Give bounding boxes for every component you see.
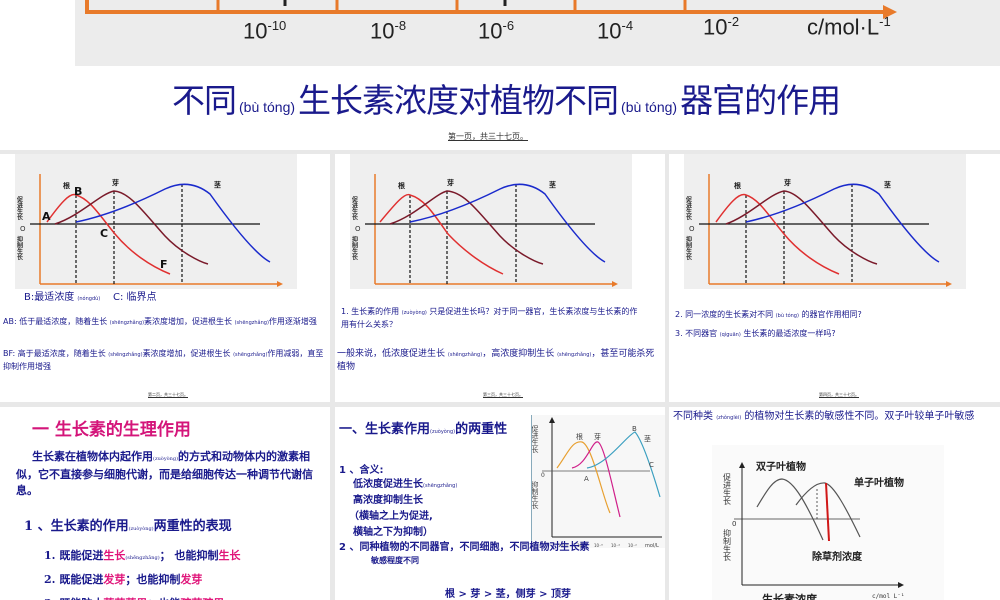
axis-unit: c/mol·L-1 bbox=[807, 14, 891, 40]
ab-description: AB: 低于最适浓度，随着生长 (shēngzhǎng)素浓度增加，促进根生长 … bbox=[3, 317, 317, 326]
auxin-chart: 促进生长 O 抑制生长 根 芽 茎 10⁻¹⁰ 10⁻⁸ 10⁻⁶ 10⁻⁴ 1… bbox=[350, 154, 632, 289]
note-above: （横轴之上为促进, bbox=[349, 511, 433, 522]
page-title: 不同 (bù tóng)生长素浓度对植物不同 (bù tóng)器官的作用 bbox=[172, 81, 841, 120]
svg-text:芽: 芽 bbox=[447, 178, 454, 187]
svg-text:促进生长: 促进生长 bbox=[685, 195, 693, 221]
point-b: B bbox=[74, 185, 82, 198]
y-label-promote: 促进生长 bbox=[16, 195, 24, 221]
page-footer: 第二页，共三十七页。 bbox=[148, 392, 188, 397]
page-footer: 第四页，共三十七页。 bbox=[819, 392, 859, 397]
svg-text:10⁻⁴: 10⁻⁴ bbox=[611, 543, 620, 548]
svg-text:10⁻²: 10⁻² bbox=[628, 543, 637, 548]
tick-1e-6: 10-6 bbox=[478, 18, 515, 44]
svg-text:茎: 茎 bbox=[549, 180, 556, 189]
list-item: 1. 既能促进生长(shēngzhǎng)； 也能抑制生长 bbox=[44, 549, 241, 562]
svg-text:10⁻¹⁰: 10⁻¹⁰ bbox=[558, 543, 569, 548]
svg-text:芽: 芽 bbox=[784, 178, 791, 187]
answer-text: 一般来说，低浓度促进生长 (shēngzhǎng)，高浓度抑制生长 (shēng… bbox=[337, 349, 655, 372]
point-f: F bbox=[160, 258, 168, 271]
auxin-curves: 促进生长 O 抑制生长 根 芽 茎 B A C F 10⁻¹⁰ 10⁻⁸ 10⁻… bbox=[16, 174, 283, 287]
subheading: 1 、生长素的作用(zuòyòng)两重性的表现 bbox=[24, 519, 232, 534]
intro-text: 不同种类 (zhǒnglèi) 的植物对生长素的敏感性不同。双子叶较单子叶敏感 bbox=[673, 411, 975, 422]
high-concentration: 高浓度抑制生长 bbox=[353, 495, 423, 506]
list-item: 2. 既能促进发芽；也能抑制发芽 bbox=[44, 573, 203, 586]
slide-1[interactable]: 10-10 10-8 10-6 10-4 10-2 c/mol·L-1 不同 (b… bbox=[0, 0, 1000, 150]
point-c: C bbox=[100, 227, 108, 240]
svg-text:除草剂浓度: 除草剂浓度 bbox=[812, 550, 863, 563]
svg-text:O: O bbox=[355, 225, 361, 233]
slide-6[interactable]: 一、生长素作用(zuòyòng)的两重性 1 、含义: 低浓度促进生长(shēn… bbox=[335, 407, 665, 600]
svg-text:10⁻⁶: 10⁻⁶ bbox=[594, 543, 603, 548]
tick-1e-4: 10-4 bbox=[597, 18, 634, 44]
question-1: 1. 生长素的作用 (zuòyòng) 只是促进生长吗？对于同一器官，生长素浓度… bbox=[341, 307, 638, 329]
svg-text:抑制生长: 抑制生长 bbox=[16, 235, 23, 261]
meaning-label: 1 、含义: bbox=[339, 465, 384, 476]
question-3: 3. 不同器官 (qìguān) 生长素的最适浓度一样吗? bbox=[675, 329, 836, 338]
note-below: 横轴之下为抑制） bbox=[353, 527, 433, 538]
svg-text:促进生长: 促进生长 bbox=[723, 472, 732, 506]
tick-1e-10: 10-10 bbox=[243, 18, 287, 44]
point-2-cont: 敏感程度不同 bbox=[371, 556, 419, 565]
svg-text:芽: 芽 bbox=[594, 432, 601, 441]
svg-text:抑制生长: 抑制生长 bbox=[685, 235, 692, 261]
svg-text:茎: 茎 bbox=[214, 180, 221, 189]
svg-text:抑制生长: 抑制生长 bbox=[351, 235, 358, 261]
svg-text:A: A bbox=[584, 475, 589, 483]
svg-text:促进生长: 促进生长 bbox=[351, 195, 359, 221]
slide-7[interactable]: 不同种类 (zhǒnglèi) 的植物对生长素的敏感性不同。双子叶较单子叶敏感 … bbox=[669, 407, 1000, 600]
svg-text:双子叶植物: 双子叶植物 bbox=[756, 460, 806, 473]
page-footer: 第一页，共三十七页。 bbox=[448, 132, 528, 141]
slide-2[interactable]: 促进生长 O 抑制生长 根 芽 茎 B A C F 10⁻¹⁰ 10⁻⁸ 10⁻… bbox=[0, 154, 330, 402]
tick-1e-2: 10-2 bbox=[703, 14, 740, 40]
tick-1e-8: 10-8 bbox=[370, 18, 407, 44]
point-2: 2 、同种植物的不同器官，不同细胞，不同植物对生长素 bbox=[339, 542, 590, 553]
caption-optimum: B:最适浓度 (nóngdù) C: 临界点 bbox=[24, 292, 157, 303]
svg-text:生长素浓度: 生长素浓度 bbox=[762, 592, 818, 600]
svg-text:0: 0 bbox=[541, 472, 545, 479]
slide-3[interactable]: 促进生长 O 抑制生长 根 芽 茎 10⁻¹⁰ 10⁻⁸ 10⁻⁶ 10⁻⁴ 1… bbox=[335, 154, 665, 402]
duality-chart: 促进生长 0 抑制生长 根 芽 茎 A B C 10⁻¹⁰ 10⁻⁸ 10⁻⁶ … bbox=[531, 415, 665, 549]
svg-text:O: O bbox=[689, 225, 695, 233]
svg-text:mol/L: mol/L bbox=[645, 543, 659, 548]
svg-text:单子叶植物: 单子叶植物 bbox=[854, 476, 904, 489]
list-item: 3. 既能防止落花落果；也能疏花疏果 bbox=[44, 595, 224, 600]
axis-banner: 10-10 10-8 10-6 10-4 10-2 c/mol·L-1 bbox=[75, 0, 1000, 66]
svg-text:B: B bbox=[632, 425, 637, 433]
slide-heading: 一 生长素的生理作用 bbox=[32, 420, 191, 440]
svg-text:0: 0 bbox=[732, 520, 736, 528]
svg-text:促进生长: 促进生长 bbox=[532, 424, 539, 454]
bf-description: BF: 高于最适浓度，随着生长 (shēngzhǎng)素浓度增加，促进根生长 … bbox=[3, 349, 324, 371]
auxin-chart: 促进生长 O 抑制生长 根 芽 茎 B A C F 10⁻¹⁰ 10⁻⁸ 10⁻… bbox=[15, 154, 297, 289]
svg-text:根: 根 bbox=[398, 181, 405, 190]
svg-text:抑制生长: 抑制生长 bbox=[723, 528, 732, 562]
auxin-chart: 促进生长 O 抑制生长 根 芽 茎 10⁻¹⁰ 10⁻⁸ 10⁻⁶ 10⁻⁴ 1… bbox=[684, 154, 966, 289]
herbicide-chart: 双子叶植物 单子叶植物 除草剂浓度 促进生长 0 抑制生长 生长素浓度 c/mo… bbox=[712, 445, 944, 600]
svg-text:茎: 茎 bbox=[884, 180, 891, 189]
slide-5[interactable]: 一 生长素的生理作用 生长素在植物体内起作用(zuòyòng)的方式和动物体内的… bbox=[0, 407, 330, 600]
concentration-axis bbox=[85, 0, 897, 19]
svg-text:C: C bbox=[649, 461, 654, 469]
svg-text:抑制生长: 抑制生长 bbox=[532, 480, 539, 510]
svg-text:根: 根 bbox=[63, 181, 70, 190]
question-2: 2. 同一浓度的生长素对不同 (bù tóng) 的器官作用相同? bbox=[675, 310, 862, 319]
intro-paragraph: 生长素在植物体内起作用(zuòyòng)的方式和动物体内的激素相似，它不直接参与… bbox=[16, 450, 313, 497]
svg-text:茎: 茎 bbox=[644, 434, 651, 443]
svg-text:根: 根 bbox=[734, 181, 741, 190]
svg-text:10⁻⁸: 10⁻⁸ bbox=[577, 543, 586, 548]
svg-text:根: 根 bbox=[576, 432, 583, 441]
svg-text:O: O bbox=[20, 225, 26, 233]
low-concentration: 低浓度促进生长(shēngzhǎng) bbox=[353, 479, 458, 490]
page-footer: 第三页，共三十七页。 bbox=[483, 392, 523, 397]
slide-heading: 一、生长素作用(zuòyòng)的两重性 bbox=[339, 422, 508, 437]
svg-text:c/mol L⁻¹: c/mol L⁻¹ bbox=[872, 593, 905, 600]
point-a: A bbox=[42, 210, 51, 223]
sensitivity-order: 根 > 芽 > 茎，侧芽 > 顶芽 bbox=[445, 589, 572, 600]
svg-text:芽: 芽 bbox=[112, 178, 119, 187]
slide-4[interactable]: 促进生长 O 抑制生长 根 芽 茎 10⁻¹⁰ 10⁻⁸ 10⁻⁶ 10⁻⁴ 1… bbox=[669, 154, 1000, 402]
